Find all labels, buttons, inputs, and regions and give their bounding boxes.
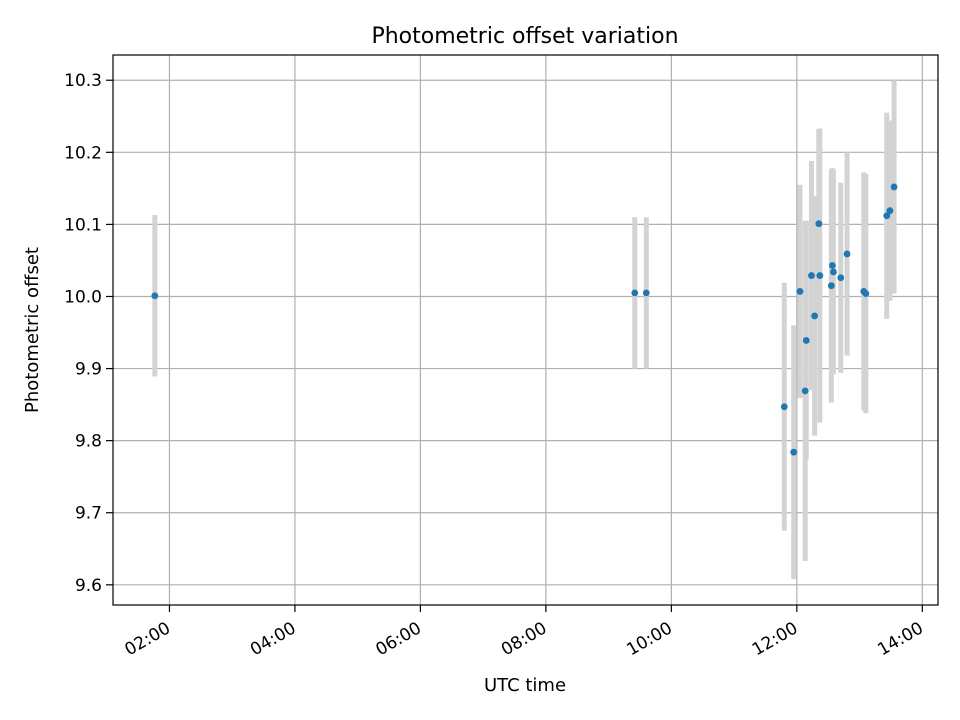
data-point — [631, 289, 639, 297]
y-tick-label: 9.8 — [75, 432, 102, 452]
y-tick-label: 10.1 — [64, 215, 102, 235]
chart-title: Photometric offset variation — [371, 24, 678, 49]
data-point — [837, 274, 845, 282]
data-point — [811, 312, 819, 320]
data-point — [862, 290, 870, 297]
y-tick-label: 10.3 — [64, 71, 102, 91]
data-point — [151, 292, 159, 300]
y-axis-label: Photometric offset — [22, 247, 43, 413]
data-point — [815, 220, 823, 228]
y-tick-label: 10.2 — [64, 143, 102, 163]
y-tick-label: 10.0 — [64, 287, 102, 307]
data-points — [151, 183, 898, 456]
data-point — [830, 268, 837, 276]
data-point — [886, 207, 894, 215]
data-point — [808, 272, 815, 279]
plot-frame — [112, 54, 939, 606]
y-tick-label: 9.6 — [75, 576, 102, 596]
y-axis-ticks: 9.6 9.7 9.8 9.9 10.0 10.1 10.2 10.3 — [64, 71, 113, 596]
x-axis-label: UTC time — [484, 675, 566, 696]
data-point — [790, 448, 798, 456]
data-point — [883, 212, 891, 220]
data-point — [816, 272, 824, 279]
data-point — [801, 387, 809, 395]
data-point — [827, 282, 835, 290]
y-tick-label: 9.9 — [75, 360, 102, 380]
data-point — [890, 183, 898, 191]
data-point — [642, 289, 650, 297]
data-point — [780, 403, 788, 411]
y-tick-label: 9.7 — [75, 504, 102, 524]
data-point — [796, 288, 804, 295]
data-point — [843, 250, 851, 258]
data-point — [828, 262, 836, 269]
data-point — [802, 337, 810, 344]
